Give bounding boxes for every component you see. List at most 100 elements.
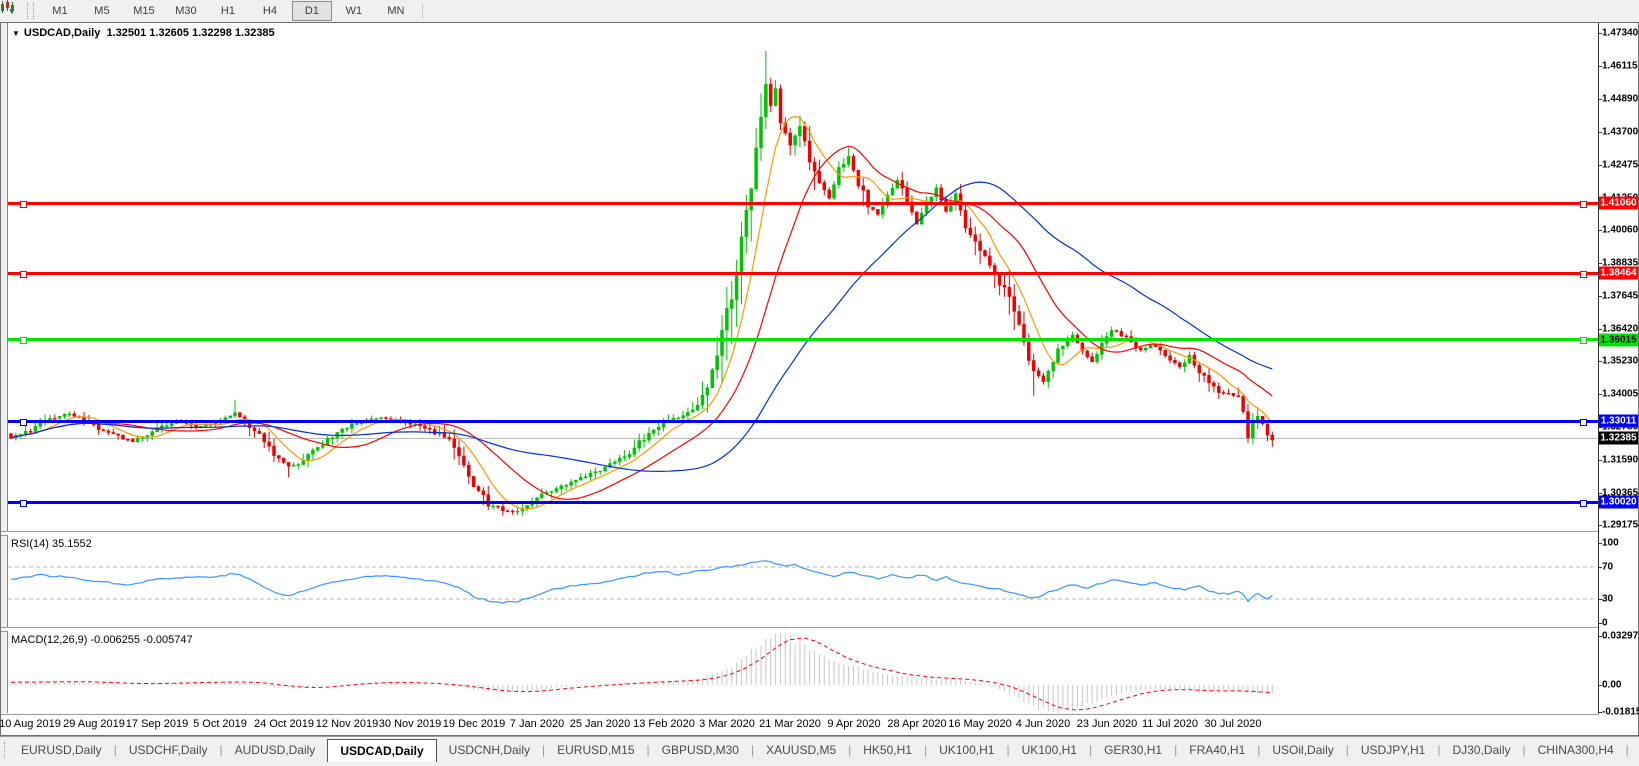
line-endpoint-handle[interactable] bbox=[20, 419, 27, 426]
scale-tick bbox=[1598, 543, 1602, 544]
scale-tick bbox=[1598, 263, 1602, 264]
candles-and-ma-layer[interactable] bbox=[8, 23, 1598, 531]
tab-gbpusd-m30[interactable]: GBPUSD,M30 bbox=[661, 743, 739, 757]
scale-tick bbox=[1598, 99, 1602, 100]
price-scale-label: 1.37645 bbox=[1602, 290, 1639, 302]
tab-hk50-h1[interactable]: HK50,H1 bbox=[863, 743, 912, 757]
chart-title: ▼ USDCAD,Daily 1.32501 1.32605 1.32298 1.… bbox=[12, 27, 275, 39]
toolbar-separator bbox=[421, 3, 423, 19]
period-button-h1[interactable]: H1 bbox=[220, 5, 235, 17]
date-axis-label: 29 Aug 2019 bbox=[63, 718, 125, 730]
tab-usdcnh-daily[interactable]: USDCNH,Daily bbox=[448, 743, 531, 757]
main-chart-panel[interactable]: ▼ USDCAD,Daily 1.32501 1.32605 1.32298 1.… bbox=[8, 23, 1598, 531]
line-endpoint-handle[interactable] bbox=[1580, 271, 1587, 278]
tab-eurusd-m15[interactable]: EURUSD,M15 bbox=[557, 743, 635, 757]
tab-xauusd-m5[interactable]: XAUUSD,M5 bbox=[766, 743, 837, 757]
period-button-d1[interactable]: D1 bbox=[291, 1, 332, 21]
line-endpoint-handle[interactable] bbox=[1580, 419, 1587, 426]
scale-tick bbox=[1598, 361, 1602, 362]
rsi-scale-label: 0 bbox=[1602, 617, 1608, 629]
price-level-line-1.33011[interactable] bbox=[8, 420, 1598, 423]
rsi-scale-label: 100 bbox=[1602, 537, 1619, 549]
date-axis[interactable]: 10 Aug 2019 29 Aug 2019 17 Sep 2019 5 Oct 2… bbox=[0, 715, 1598, 734]
period-button-w1[interactable]: W1 bbox=[345, 5, 363, 17]
date-axis-label: 28 Apr 2020 bbox=[887, 718, 947, 730]
rsi-panel[interactable]: RSI(14) 35.1552 bbox=[8, 535, 1598, 627]
price-scale-label: 1.42475 bbox=[1602, 159, 1639, 171]
tab-separator: | bbox=[542, 743, 546, 757]
price-level-line-1.36015[interactable] bbox=[8, 338, 1598, 341]
macd-scale-label: -0.018154 bbox=[1602, 706, 1639, 718]
status-strip bbox=[0, 762, 1639, 766]
tab-separator: | bbox=[848, 743, 852, 757]
date-axis-label: 24 Oct 2019 bbox=[254, 718, 314, 730]
date-axis-label: 11 Jul 2020 bbox=[1141, 718, 1199, 730]
period-button-h4[interactable]: H4 bbox=[262, 5, 277, 17]
line-endpoint-handle[interactable] bbox=[1580, 337, 1587, 344]
date-axis-label: 17 Sep 2019 bbox=[125, 718, 189, 730]
price-scale-label: 1.44890 bbox=[1602, 93, 1639, 105]
scale-tick bbox=[1598, 636, 1602, 637]
scale-tick bbox=[1598, 66, 1602, 67]
tab-china300-h4[interactable]: CHINA300,H4 bbox=[1537, 743, 1614, 757]
price-scale-label: 1.43700 bbox=[1602, 126, 1639, 138]
price-level-line-1.30020[interactable] bbox=[8, 501, 1598, 504]
price-level-line-1.38464[interactable] bbox=[8, 272, 1598, 275]
rsi-line-layer bbox=[8, 560, 1598, 604]
tab-audusd-daily[interactable]: AUDUSD,Daily bbox=[234, 743, 316, 757]
line-endpoint-handle[interactable] bbox=[20, 271, 27, 278]
tab-dj30-daily[interactable]: DJ30,Daily bbox=[1452, 743, 1511, 757]
scale-tick bbox=[1598, 623, 1602, 624]
tab-fra40-h1[interactable]: FRA40,H1 bbox=[1189, 743, 1246, 757]
level-price-tag-1.30020: 1.30020 bbox=[1599, 495, 1638, 509]
tab-usoil-daily[interactable]: USOil,Daily bbox=[1272, 743, 1334, 757]
date-axis-label: 30 Nov 2019 bbox=[378, 718, 442, 730]
line-endpoint-handle[interactable] bbox=[1580, 500, 1587, 507]
date-axis-line bbox=[1, 714, 1598, 715]
line-endpoint-handle[interactable] bbox=[20, 201, 27, 208]
date-axis-label: 19 Dec 2019 bbox=[442, 718, 506, 730]
macd-scale-label: 0.00 bbox=[1602, 679, 1622, 691]
chart-ohlc-values: 1.32501 1.32605 1.32298 1.32385 bbox=[106, 27, 275, 39]
scale-tick bbox=[1598, 712, 1602, 713]
scale-tick bbox=[1598, 493, 1602, 494]
date-axis-label: 4 Jun 2020 bbox=[1015, 718, 1071, 730]
window-left-border bbox=[1, 23, 8, 713]
period-button-m1[interactable]: M1 bbox=[52, 5, 68, 17]
line-endpoint-handle[interactable] bbox=[1580, 201, 1587, 208]
period-button-m15[interactable]: M15 bbox=[133, 5, 155, 17]
price-scale[interactable]: 1.473401.461151.448901.437001.424751.412… bbox=[1598, 23, 1639, 734]
price-level-line-1.41060[interactable] bbox=[8, 202, 1598, 205]
tab-usdcad-daily[interactable]: USDCAD,Daily bbox=[327, 738, 437, 763]
level-price-tag-1.41060: 1.41060 bbox=[1599, 196, 1638, 210]
tab-separator: | bbox=[1522, 743, 1526, 757]
chart-tab-bar: EURUSD,Daily | USDCHF,Daily | AUDUSD,Daily US… bbox=[0, 736, 1639, 763]
date-axis-label: 9 Apr 2020 bbox=[827, 718, 881, 730]
toolbar-grip[interactable] bbox=[26, 3, 34, 19]
tab-usdjpy-h1[interactable]: USDJPY,H1 bbox=[1360, 743, 1426, 757]
scale-tick bbox=[1598, 230, 1602, 231]
price-scale-label: 1.46115 bbox=[1602, 60, 1638, 72]
line-endpoint-handle[interactable] bbox=[20, 337, 27, 344]
period-button-mn[interactable]: MN bbox=[387, 5, 405, 17]
date-axis-label: 5 Oct 2019 bbox=[193, 718, 247, 730]
period-button-m5[interactable]: M5 bbox=[94, 5, 110, 17]
tab-uk100-h1[interactable]: UK100,H1 bbox=[939, 743, 995, 757]
tab-ger30-h1[interactable]: GER30,H1 bbox=[1104, 743, 1163, 757]
scale-tick bbox=[1598, 525, 1602, 526]
period-button-m30[interactable]: M30 bbox=[175, 5, 197, 17]
new-chart-button[interactable]: ▼ bbox=[1, 0, 19, 21]
level-price-tag-1.33011: 1.33011 bbox=[1599, 414, 1638, 428]
line-endpoint-handle[interactable] bbox=[20, 500, 27, 507]
tab-eurusd-daily[interactable]: EURUSD,Daily bbox=[21, 743, 102, 757]
date-axis-label: 30 Jul 2020 bbox=[1204, 718, 1262, 730]
symbol-dropdown-caret[interactable]: ▼ bbox=[12, 29, 20, 38]
tab-uk100-h1[interactable]: UK100,H1 bbox=[1021, 743, 1077, 757]
macd-panel[interactable]: MACD(12,26,9) -0.006255 -0.005747 bbox=[8, 631, 1598, 714]
scale-tick bbox=[1598, 165, 1602, 166]
tab-usdchf-daily[interactable]: USDCHF,Daily bbox=[128, 743, 208, 757]
tab-usoil-h[interactable]: USOil,H bbox=[1629, 738, 1639, 762]
current-price-tag: 1.32385 bbox=[1599, 431, 1638, 445]
tabbar-grip bbox=[4, 742, 5, 758]
